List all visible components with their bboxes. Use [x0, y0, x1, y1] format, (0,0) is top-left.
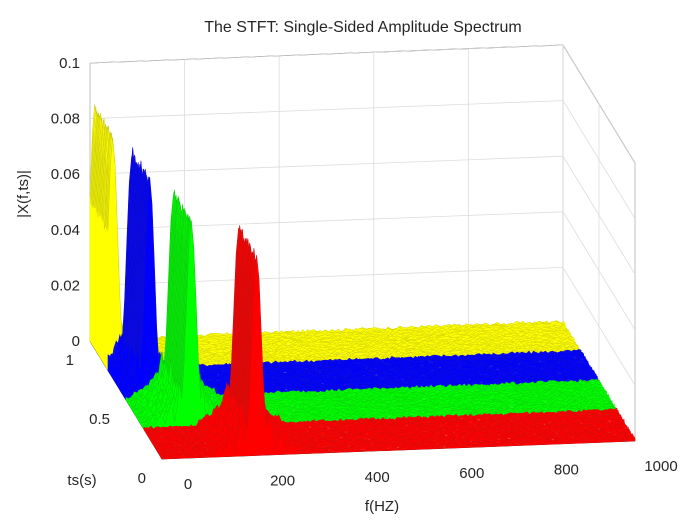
spectrum-edge	[93, 112, 567, 346]
spectrum-edge	[146, 229, 620, 434]
grid-line-z	[89, 211, 564, 231]
x-tick-label: 1000	[644, 458, 677, 475]
y-axis-label: ts(s)	[67, 472, 96, 489]
tick-labels: 0 200 400 600 800 1000 0 0.5 1 0 0.02 0.04 0.06 0.08 0…	[51, 55, 678, 493]
spectrum-edge	[157, 253, 631, 451]
spectrum-edge	[93, 115, 567, 345]
spectrum-slice	[94, 116, 568, 349]
spectrum-edge	[90, 111, 564, 340]
chart-title: The STFT: Single-Sided Amplitude Spectru…	[204, 19, 521, 36]
y-tick-label: 1	[66, 352, 74, 369]
spectrum-slice	[91, 116, 565, 345]
y-tick-label: 0	[138, 470, 146, 487]
series-group	[89, 104, 582, 371]
spectrum-slice	[95, 117, 569, 351]
spectrum-edge	[92, 113, 566, 344]
z-tick-label: 0.06	[51, 166, 80, 183]
x-tick-label: 600	[459, 465, 484, 482]
spectrum-edge	[90, 106, 565, 341]
spectrum-slice	[91, 111, 566, 345]
spectrum-edge	[155, 244, 629, 448]
spectrum-slice	[93, 112, 568, 348]
spectrum-slice	[93, 115, 567, 347]
spectrum-edge	[159, 248, 633, 455]
series-layer	[89, 104, 636, 460]
grid-line-z	[89, 267, 564, 286]
series-group	[143, 225, 636, 460]
spectrum-slice	[161, 255, 636, 460]
spectrum-edge	[135, 204, 609, 415]
z-tick-label: 0	[72, 333, 80, 350]
z-tick-label: 0.08	[51, 111, 80, 128]
x-tick-label: 800	[554, 462, 579, 479]
x-axis-label: f(HZ)	[365, 498, 399, 515]
spectrum-slice	[90, 106, 565, 344]
x-tick-label: 400	[365, 469, 390, 486]
spectrum-edge	[91, 116, 565, 342]
spectrum-edge	[94, 116, 568, 347]
spectrum-edge	[161, 255, 636, 459]
spectrum-edge	[94, 115, 568, 347]
spectrum-slice	[89, 104, 564, 342]
spectrum-edge	[95, 117, 569, 348]
series-group	[125, 189, 618, 430]
spectrum-edge	[128, 194, 602, 405]
x-tick-label: 0	[184, 476, 192, 493]
z-tick-label: 0.04	[51, 222, 80, 239]
spectrum-edge	[127, 189, 601, 402]
spectrum-slice	[90, 111, 564, 343]
z-tick-label: 0.1	[59, 55, 80, 72]
spectrum-edge	[89, 104, 564, 339]
spectrum-edge	[149, 240, 624, 439]
grid-line-z	[89, 155, 564, 175]
y-tick-label: 0.5	[89, 411, 110, 428]
z-tick-label: 0.02	[51, 277, 80, 294]
z-axis-label: |X(f,ts)|	[15, 170, 32, 218]
grid-line-z	[89, 100, 564, 119]
spectrum-slice	[94, 115, 569, 350]
grid-line-z	[89, 44, 564, 64]
spectrum-slice	[92, 113, 567, 346]
x-tick-label: 200	[270, 472, 295, 489]
